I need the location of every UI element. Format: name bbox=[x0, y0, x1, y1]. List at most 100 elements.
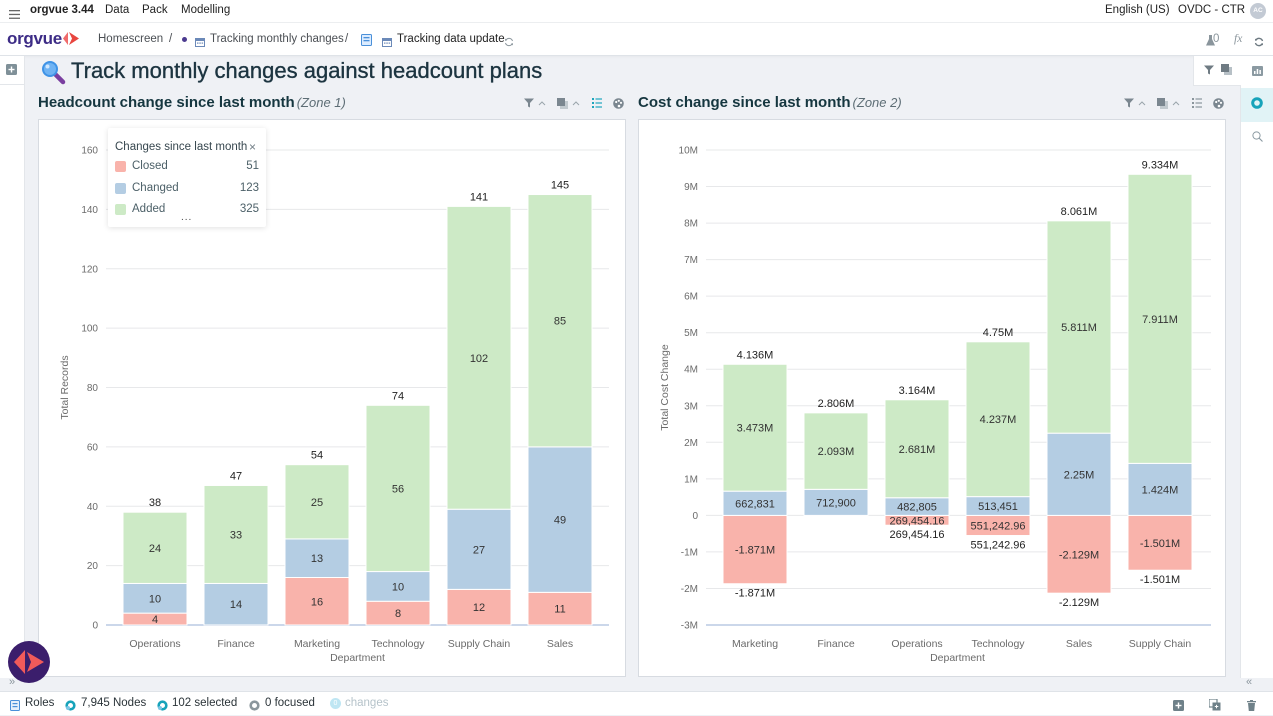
bar-segment-changed-technology[interactable] bbox=[365, 571, 431, 602]
magnifier-icon bbox=[40, 59, 66, 90]
filter-icon[interactable] bbox=[1124, 96, 1134, 110]
bar-segment-added-sales[interactable] bbox=[527, 194, 593, 448]
menu-pack[interactable]: Pack bbox=[142, 4, 168, 16]
collapse-right-panel-button[interactable]: « bbox=[1246, 676, 1253, 688]
legend-list-icon[interactable] bbox=[592, 96, 602, 110]
rail-chart-button[interactable] bbox=[1241, 56, 1273, 88]
orgvue-logo[interactable]: orgvue bbox=[7, 29, 62, 48]
formula-button[interactable]: fx bbox=[1234, 33, 1243, 45]
breadcrumb-separator: / bbox=[169, 33, 173, 45]
bar-segment-changed-sales[interactable] bbox=[527, 446, 593, 593]
layers-icon[interactable] bbox=[1157, 96, 1168, 110]
bar-segment-added-finance[interactable] bbox=[203, 484, 269, 584]
bar-segment-added-finance[interactable] bbox=[803, 412, 869, 490]
bar-segment-added-technology[interactable] bbox=[365, 404, 431, 573]
bar-segment-added-sales[interactable] bbox=[1046, 220, 1112, 434]
bar-segment-changed-finance[interactable] bbox=[203, 582, 269, 626]
palette-icon[interactable] bbox=[1213, 96, 1224, 110]
y-tick-label: 4M bbox=[684, 365, 698, 376]
chart-toolbar-headcount bbox=[524, 95, 624, 111]
sync-icon[interactable] bbox=[1254, 34, 1264, 52]
y-tick-label: -3M bbox=[681, 621, 698, 632]
assistant-launcher-button[interactable] bbox=[8, 641, 50, 683]
legend-close-button[interactable]: × bbox=[248, 140, 256, 154]
refresh-icon[interactable] bbox=[504, 34, 514, 52]
chart-icon bbox=[1251, 63, 1263, 81]
y-tick-label: 60 bbox=[87, 442, 99, 453]
bar-segment-added-supply-chain[interactable] bbox=[1127, 173, 1193, 464]
chevron-up-icon[interactable] bbox=[538, 96, 546, 110]
hamburger-menu-icon[interactable] bbox=[9, 6, 20, 24]
segment-value-label: 12 bbox=[473, 602, 485, 614]
bar-segment-closed-marketing[interactable] bbox=[284, 577, 350, 626]
delete-icon[interactable] bbox=[1247, 698, 1256, 716]
segment-value-label: -2.129M bbox=[1059, 549, 1099, 561]
add-panel-icon[interactable] bbox=[6, 62, 17, 80]
tenant-selector[interactable]: OVDC - CTR bbox=[1178, 4, 1246, 16]
left-rail-divider bbox=[0, 84, 24, 85]
language-selector[interactable]: English (US) bbox=[1105, 4, 1170, 16]
legend-swatch bbox=[115, 204, 126, 215]
segment-value-label: 13 bbox=[311, 553, 323, 565]
duplicate-icon[interactable] bbox=[1208, 698, 1221, 716]
segment-value-label: 8 bbox=[395, 608, 401, 620]
bar-total-label: 38 bbox=[149, 497, 161, 509]
y-tick-label: 120 bbox=[81, 264, 98, 275]
bar-total-label: 2.806M bbox=[818, 398, 855, 410]
bar-segment-changed-sales[interactable] bbox=[1046, 432, 1112, 516]
x-tick-label: Marketing bbox=[732, 638, 778, 650]
bar-segment-changed-marketing[interactable] bbox=[284, 538, 350, 578]
bar-segment-changed-finance[interactable] bbox=[803, 488, 869, 516]
legend-item-changed[interactable]: Changed 123 bbox=[115, 182, 259, 196]
legend-item-closed[interactable]: Closed 51 bbox=[115, 160, 259, 174]
filter-icon[interactable] bbox=[1203, 62, 1214, 80]
focused-count[interactable]: 0 focused bbox=[265, 697, 315, 709]
selected-count[interactable]: 102 selected bbox=[172, 697, 238, 709]
roles-button[interactable]: Roles bbox=[25, 697, 55, 709]
menu-data[interactable]: Data bbox=[105, 4, 130, 16]
layers-icon[interactable] bbox=[557, 96, 568, 110]
breadcrumb-tracking-data-update[interactable]: Tracking data update bbox=[397, 33, 505, 45]
bar-segment-added-technology[interactable] bbox=[965, 341, 1031, 498]
chevron-up-icon[interactable] bbox=[572, 96, 580, 110]
bar-segment-added-supply-chain[interactable] bbox=[446, 205, 512, 510]
chevron-up-icon[interactable] bbox=[1138, 96, 1146, 110]
nodes-count[interactable]: 7,945 Nodes bbox=[81, 697, 147, 709]
bar-segment-added-marketing[interactable] bbox=[284, 464, 350, 540]
palette-icon[interactable] bbox=[613, 96, 624, 110]
bar-segment-closed-marketing[interactable] bbox=[722, 514, 788, 585]
legend-swatch bbox=[115, 161, 126, 172]
calendar-icon bbox=[382, 34, 392, 52]
filter-icon[interactable] bbox=[524, 96, 534, 110]
bar-segment-added-operations[interactable] bbox=[884, 399, 950, 499]
bar-segment-changed-supply-chain[interactable] bbox=[446, 508, 512, 590]
bar-negative-total-label: -2.129M bbox=[1059, 597, 1099, 609]
flask-icon[interactable] bbox=[1206, 33, 1215, 51]
chart-title: Cost change since last month bbox=[638, 94, 851, 111]
changes-button[interactable]: changes bbox=[345, 697, 389, 709]
expand-left-panel-button[interactable]: » bbox=[9, 676, 16, 688]
bar-segment-closed-sales[interactable] bbox=[527, 591, 593, 626]
breadcrumb-homescreen[interactable]: Homescreen bbox=[98, 33, 164, 45]
bar-segment-changed-operations[interactable] bbox=[122, 582, 188, 614]
breadcrumb-tracking-monthly-changes[interactable]: Tracking monthly changes bbox=[210, 33, 344, 45]
bar-segment-added-marketing[interactable] bbox=[722, 363, 788, 492]
chevron-up-icon[interactable] bbox=[1172, 96, 1180, 110]
bar-segment-changed-supply-chain[interactable] bbox=[1127, 462, 1193, 516]
page-title: Track monthly changes against headcount … bbox=[71, 58, 543, 83]
y-tick-label: 2M bbox=[684, 438, 698, 449]
rail-search-button[interactable] bbox=[1241, 122, 1273, 154]
bar-segment-closed-supply-chain[interactable] bbox=[446, 588, 512, 626]
legend-list-icon[interactable] bbox=[1192, 96, 1202, 110]
bar-segment-added-operations[interactable] bbox=[122, 511, 188, 584]
menu-modelling[interactable]: Modelling bbox=[181, 4, 231, 16]
add-icon[interactable] bbox=[1173, 698, 1184, 716]
copy-icon[interactable] bbox=[1220, 62, 1232, 80]
segment-value-label: 4 bbox=[152, 614, 158, 626]
user-avatar[interactable]: AC bbox=[1250, 3, 1266, 19]
rail-focus-button[interactable] bbox=[1241, 88, 1273, 122]
y-tick-label: 20 bbox=[87, 561, 99, 572]
legend-more-button[interactable]: ... bbox=[181, 212, 193, 223]
legend-item-added[interactable]: Added 325 bbox=[115, 203, 259, 217]
y-tick-label: 0 bbox=[92, 621, 98, 632]
